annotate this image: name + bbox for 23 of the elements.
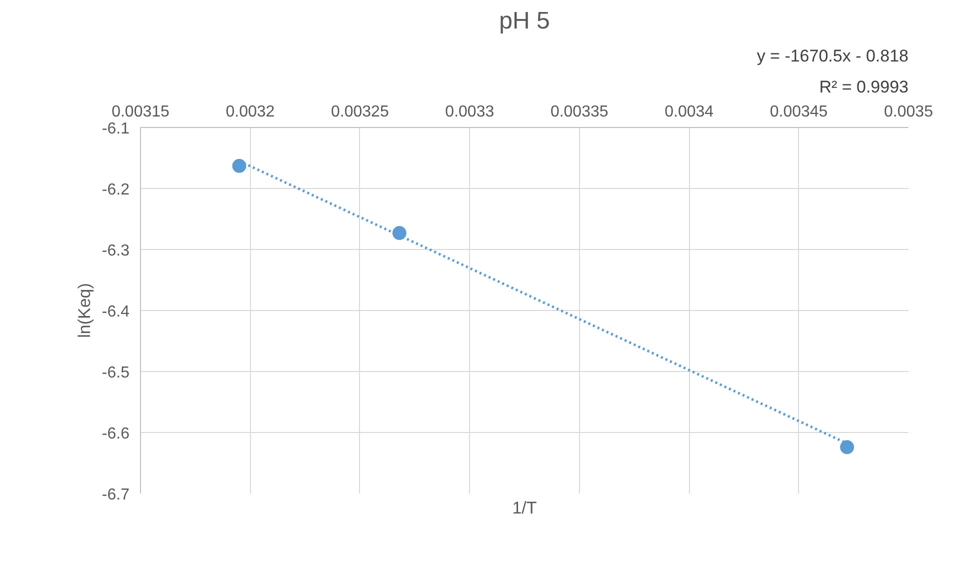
text: y = -1670.5x - 0.818 [756,46,909,66]
y-tick-label: -6.5 [102,364,130,382]
y-axis-title: ln(Keq) [74,283,94,338]
x-tick-label: 0.0032 [226,104,275,120]
point [232,158,246,173]
x-tick-label: 0.0035 [884,104,934,120]
x-tick-label: 0.0034 [664,104,714,120]
chart-title: pH 5 [499,8,550,34]
x-tick-label: 0.00325 [331,104,389,120]
x-tick-label: 0.00345 [770,104,828,120]
y-tick-label: -6.4 [102,304,130,320]
x-tick-label: 0.0033 [445,104,494,120]
text: R² = 0.9993 [819,78,909,96]
x-tick-label: 0.00335 [550,104,608,120]
y-tick-label: -6.7 [102,486,130,504]
y-tick-label: -6.1 [102,120,130,138]
y-tick-label: -6.6 [102,426,130,442]
x-axis-title: 1/T [512,498,537,518]
y-tick-label: -6.2 [102,182,130,198]
point [840,440,854,454]
y-tick-label: -6.3 [102,242,130,260]
point [392,226,406,240]
x-tick-label: 0.00315 [112,104,170,120]
